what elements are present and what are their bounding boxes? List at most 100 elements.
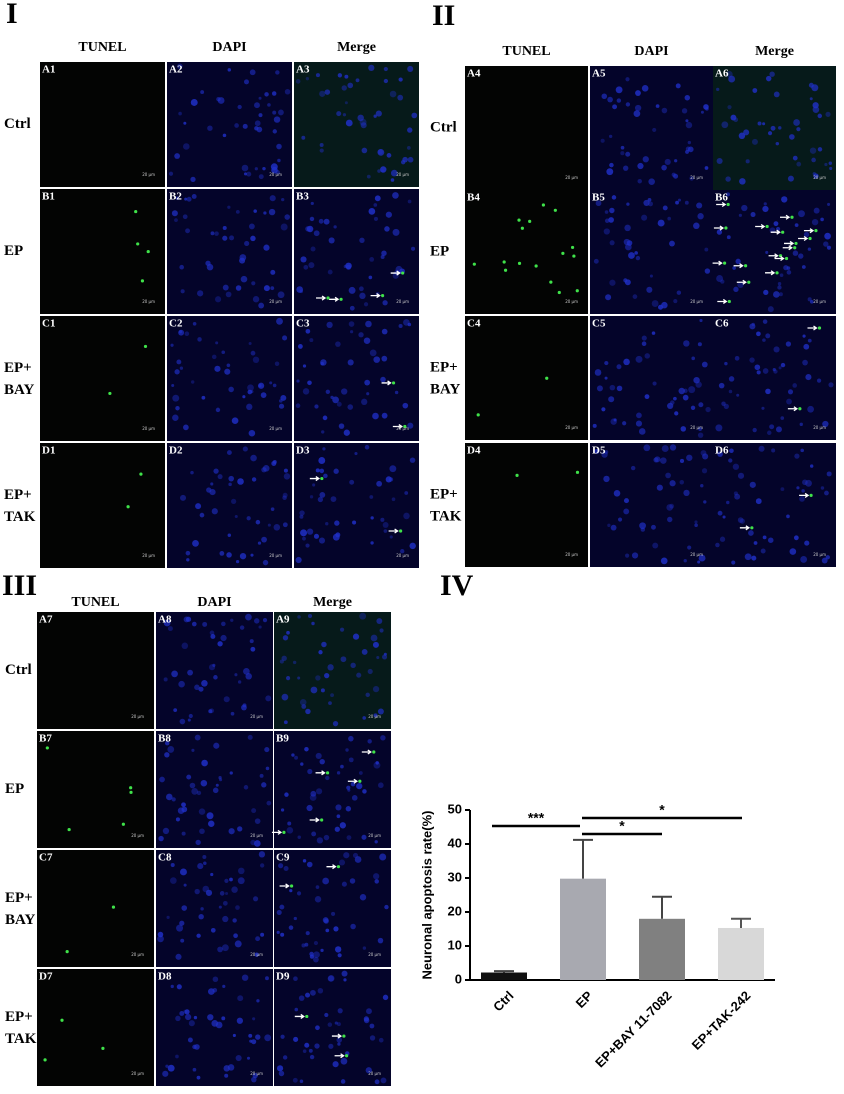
nucleus xyxy=(406,146,411,150)
tunel-dot xyxy=(747,280,751,284)
arrow xyxy=(309,476,321,482)
nucleus xyxy=(179,1011,185,1016)
tunel-dot xyxy=(111,905,116,909)
nucleus xyxy=(243,172,248,176)
column-header: Merge xyxy=(755,44,794,59)
nucleus xyxy=(753,541,758,545)
nucleus xyxy=(777,285,782,290)
nucleus xyxy=(323,834,330,841)
arrow xyxy=(755,223,766,230)
nucleus xyxy=(734,493,741,500)
nucleus xyxy=(215,407,221,413)
nucleus xyxy=(343,264,347,269)
nucleus xyxy=(302,536,306,541)
row-label: EP+ xyxy=(430,486,458,502)
nucleus xyxy=(243,785,249,790)
nucleus xyxy=(757,121,762,126)
nucleus xyxy=(309,495,314,499)
nucleus xyxy=(179,264,185,270)
nucleus xyxy=(660,557,668,565)
scale-bar: 20 μm xyxy=(131,833,144,838)
nucleus xyxy=(628,252,635,259)
tunel-dot xyxy=(325,771,330,775)
nucleus xyxy=(752,427,757,433)
nucleus xyxy=(239,257,246,264)
micrograph xyxy=(294,316,419,441)
nucleus xyxy=(254,840,261,847)
nucleus xyxy=(800,448,804,453)
nucleus xyxy=(315,73,320,78)
panel-label: D2 xyxy=(169,445,183,457)
nucleus xyxy=(260,932,265,937)
nucleus xyxy=(703,104,709,110)
micrograph xyxy=(37,612,154,729)
nucleus xyxy=(228,482,232,487)
nucleus xyxy=(316,788,323,795)
nucleus xyxy=(377,148,385,156)
nucleus xyxy=(181,905,188,911)
nucleus xyxy=(738,132,746,140)
nucleus xyxy=(262,617,268,623)
nucleus xyxy=(272,383,277,388)
nucleus xyxy=(254,120,261,127)
nucleus xyxy=(616,385,623,392)
nucleus xyxy=(283,473,291,480)
tunel-dot xyxy=(557,290,561,295)
row-label: EP xyxy=(430,243,449,259)
scale-bar: 20 μm xyxy=(269,172,282,177)
nucleus xyxy=(608,217,614,223)
nucleus xyxy=(389,90,397,98)
scale-bar: 20 μm xyxy=(269,553,282,558)
nucleus xyxy=(359,237,365,243)
nucleus xyxy=(817,113,823,119)
nucleus xyxy=(157,935,164,943)
nucleus xyxy=(270,507,275,511)
nucleus xyxy=(184,197,188,201)
nucleus xyxy=(385,476,392,483)
nucleus xyxy=(407,199,412,204)
nucleus xyxy=(667,402,674,409)
nucleus xyxy=(170,343,174,347)
nucleus xyxy=(758,445,765,452)
nucleus xyxy=(807,338,812,343)
nucleus xyxy=(820,217,824,222)
nucleus xyxy=(635,255,641,261)
nucleus xyxy=(765,333,771,339)
nucleus xyxy=(282,492,288,498)
nucleus xyxy=(786,270,792,275)
nucleus xyxy=(293,976,298,982)
nucleus xyxy=(245,613,252,621)
nucleus xyxy=(626,202,630,206)
nucleus xyxy=(165,793,173,801)
nucleus xyxy=(394,390,399,395)
nucleus xyxy=(362,946,367,950)
nucleus xyxy=(310,201,314,206)
nucleus xyxy=(314,1043,320,1049)
tunel-dot xyxy=(60,1018,64,1022)
nucleus xyxy=(350,923,356,930)
nucleus xyxy=(697,560,701,564)
tunel-dot xyxy=(391,381,396,385)
nucleus xyxy=(247,389,253,395)
nucleus xyxy=(176,924,184,932)
row-label: EP xyxy=(4,243,23,259)
nucleus xyxy=(686,454,693,461)
arrow xyxy=(716,201,727,208)
nucleus xyxy=(698,402,704,408)
nucleus xyxy=(826,471,832,477)
nucleus xyxy=(701,468,708,474)
nucleus xyxy=(236,1017,244,1024)
nucleus xyxy=(365,320,372,328)
nucleus xyxy=(299,514,304,519)
nucleus xyxy=(383,78,389,84)
nucleus xyxy=(617,517,623,522)
nucleus xyxy=(675,200,679,205)
nucleus xyxy=(352,633,360,640)
nucleus xyxy=(291,753,295,757)
nucleus xyxy=(615,86,623,94)
tunel-dot xyxy=(339,297,343,301)
row-label: TAK xyxy=(5,1031,37,1047)
nucleus xyxy=(194,888,200,895)
nucleus xyxy=(252,356,260,364)
row-label: Ctrl xyxy=(5,662,32,678)
